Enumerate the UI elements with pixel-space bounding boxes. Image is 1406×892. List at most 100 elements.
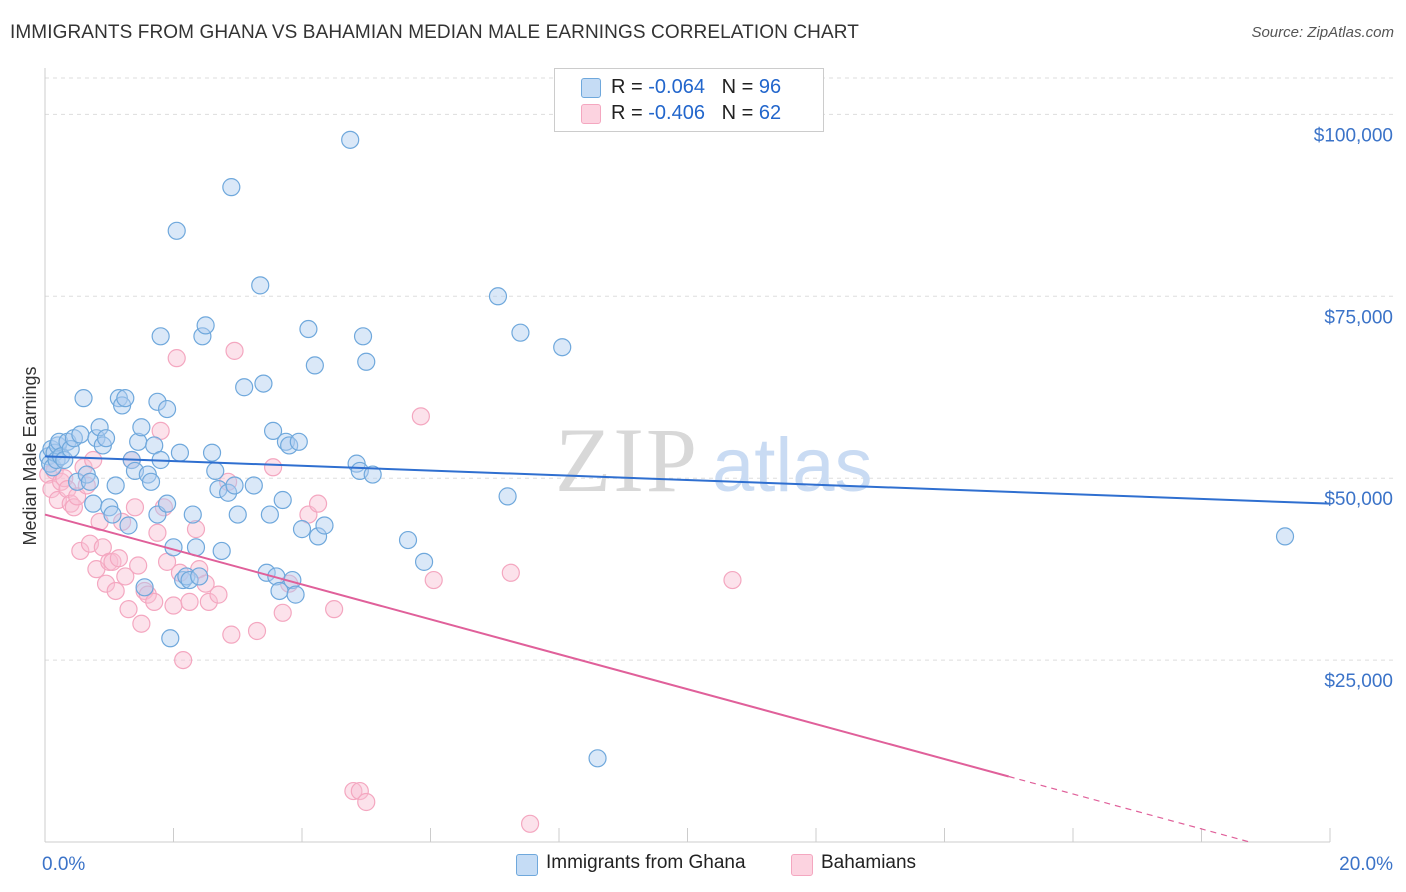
axis-labels: $25,000 $50,000 $75,000 $100,000 0.0% 20.0% Me… [20, 125, 1393, 875]
ghana-point [363, 465, 382, 484]
bahamians-point [411, 407, 430, 426]
legend-n-label: N = [721, 102, 759, 124]
bahamians-point [119, 600, 138, 619]
ghana-point [357, 352, 376, 371]
ghana-point [141, 472, 161, 491]
ghana-point [103, 505, 122, 524]
ghana-point [183, 505, 202, 524]
ghana-point [71, 425, 90, 444]
bahamians-point [263, 458, 283, 477]
ghana-point [488, 287, 508, 306]
bahamians-point [109, 549, 128, 568]
watermark-atlas: atlas [712, 423, 873, 508]
bahamians-point [186, 520, 206, 539]
ghana-point [157, 494, 177, 513]
legend-n-value: 96 [758, 76, 782, 98]
ghana-point [228, 505, 247, 524]
bahamians-point [723, 570, 742, 590]
ghana-point [135, 578, 154, 597]
bahamians-point [106, 581, 125, 601]
ghana-point [308, 527, 328, 546]
ghana-point [353, 327, 373, 346]
ghana-point [167, 221, 186, 240]
legend-r-value: -0.406 [648, 102, 705, 124]
bahamians-point [129, 556, 148, 575]
ghana-point [553, 338, 572, 357]
stats-legend: R = -0.064 N = 96 R = -0.406 N = 62 [554, 68, 824, 132]
legend-r-value: -0.064 [648, 76, 705, 98]
bahamians-point [180, 592, 199, 611]
watermark-zip: ZIP [555, 409, 699, 511]
bahamians-point [520, 814, 540, 833]
ghana-point [219, 483, 238, 502]
ghana-point [161, 629, 180, 648]
ghana-point [299, 319, 318, 339]
legend-swatch-ghana [581, 78, 601, 98]
ghana-point [212, 541, 231, 561]
ghana-point [180, 570, 199, 590]
bottom-label-ghana: Immigrants from Ghana [546, 852, 746, 873]
ghana-point [222, 178, 241, 197]
ghana-point [289, 432, 308, 451]
ghana-point [260, 505, 279, 524]
ghana-point [244, 476, 263, 495]
legend-r-label: R = [611, 76, 649, 98]
bahamians-point [225, 341, 244, 360]
legend-gap [705, 102, 722, 124]
legend-n-label: N = [721, 76, 759, 98]
bahamians-point [308, 494, 328, 513]
ghana-point [315, 516, 334, 535]
chart-title: IMMIGRANTS FROM GHANA VS BAHAMIAN MEDIAN… [10, 22, 859, 43]
ghana-point [90, 418, 109, 437]
bahamians-point [42, 480, 61, 499]
legend-gap [705, 76, 722, 98]
ghana-point [55, 450, 74, 470]
bahamians-point [273, 603, 292, 622]
gridlines [45, 77, 1393, 661]
bahamians-point [145, 592, 164, 611]
ghana-point [251, 276, 270, 295]
ghana-point [263, 421, 283, 440]
ghana-point [225, 476, 244, 495]
ghana-point [151, 327, 170, 346]
source-label: Source: ZipAtlas.com [1251, 24, 1394, 41]
ghana-point [170, 443, 190, 462]
legend-swatch-bahamians [581, 104, 601, 124]
ghana-point [106, 476, 125, 495]
bahamians-trend-line [44, 513, 1010, 778]
y-tick-label: $75,000 [1324, 307, 1393, 328]
bahamians-point [132, 614, 151, 633]
legend-text-ghana: R = -0.064 N = 96 [611, 74, 781, 100]
y-tick-label: $25,000 [1324, 671, 1393, 692]
y-axis-title: Median Male Earnings [20, 366, 40, 545]
ghana-point [498, 487, 517, 506]
ghana-point [80, 472, 100, 491]
ghana-point [398, 530, 418, 550]
bahamians-point [350, 781, 369, 801]
ghana-point [84, 494, 103, 513]
bahamians-point [167, 349, 186, 368]
ghana-point [292, 520, 312, 539]
x-tick-label-min: 0.0% [42, 854, 85, 875]
bottom-swatch-bahamians [791, 854, 813, 876]
ghana-point [68, 472, 87, 491]
bahamians-point [357, 792, 376, 812]
ghana-point [588, 749, 607, 768]
x-tick-label-max: 20.0% [1339, 854, 1393, 875]
ghana-point [206, 461, 225, 481]
bahamians-point [222, 625, 241, 644]
bahamians-point [209, 585, 228, 604]
bahamians-point [71, 541, 90, 561]
bahamians-point [148, 523, 167, 542]
legend-r-label: R = [611, 102, 649, 124]
ghana-point [148, 392, 167, 411]
ghana-point [196, 316, 215, 335]
ghana-point [132, 418, 151, 437]
ghana-point [305, 356, 324, 375]
ghana-point [414, 552, 434, 571]
bahamians-point [116, 567, 135, 586]
y-tick-label: $100,000 [1314, 125, 1393, 146]
bahamians-point [164, 596, 183, 615]
trend-lines [44, 455, 1331, 843]
